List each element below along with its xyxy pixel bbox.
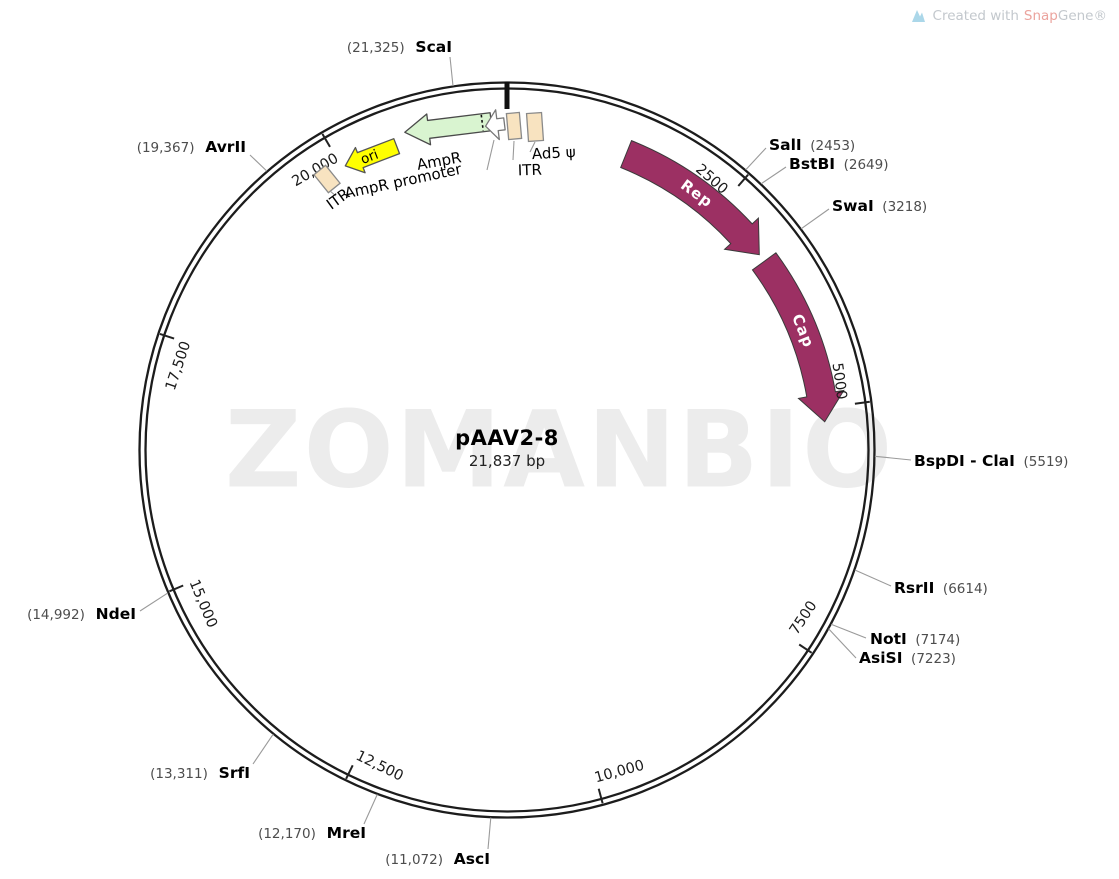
enzyme-label-MreI: (12,170) MreI [258, 824, 366, 842]
snapgene-logo-icon [911, 9, 926, 24]
feature-itr-left [313, 164, 341, 194]
enzyme-pos: (19,367) [137, 140, 195, 156]
ori-label: ori [359, 147, 381, 168]
feature-ampr [404, 112, 493, 146]
enzyme-name: BstBI [789, 155, 835, 173]
enzyme-leader-NotI [830, 623, 867, 639]
enzyme-leader-SwaI [800, 208, 830, 230]
enzyme-name: SalI [769, 136, 802, 154]
enzyme-pos: (3218) [874, 199, 927, 215]
feature-leader-2 [529, 141, 536, 153]
itr-top-label: ITR [518, 161, 543, 180]
tick-17500 [159, 332, 175, 340]
tick-2500 [737, 174, 749, 187]
enzyme-label-AsiSI: AsiSI (7223) [859, 649, 956, 667]
enzyme-name: SrfI [208, 764, 250, 782]
enzyme-name: AvrII [194, 138, 246, 156]
enzyme-leader-AvrII [249, 154, 268, 172]
feature-ampr-promoter [484, 109, 506, 141]
feature-arc-rep [620, 139, 760, 256]
tick-label-7500: 7500 [787, 598, 821, 638]
enzyme-leader-AscI [487, 817, 492, 850]
tick-label-17500: 17,500 [163, 339, 194, 392]
enzyme-pos: (7174) [907, 632, 960, 648]
enzyme-leader-SrfI [252, 733, 274, 765]
tick-15000 [169, 584, 184, 593]
enzyme-name: RsrII [894, 579, 934, 597]
enzyme-name: AsiSI [859, 649, 902, 667]
tick-20000 [321, 133, 331, 148]
tick-12500 [345, 764, 354, 780]
enzyme-leader-BspDI-ClaI [874, 455, 912, 461]
enzyme-name: ScaI [405, 38, 452, 56]
feature-leader-3 [329, 190, 337, 197]
plasmid-title-block: pAAV2-8 21,837 bp [257, 426, 757, 470]
enzyme-label-BstBI: BstBI (2649) [789, 155, 889, 173]
plasmid-size: 21,837 bp [468, 452, 546, 470]
enzyme-pos: (5519) [1015, 454, 1068, 470]
feature-shape-ampr [404, 112, 493, 146]
credit-brand-gene: Gene® [1057, 8, 1107, 24]
enzyme-label-AvrII: (19,367) AvrII [137, 138, 246, 156]
tick-label-10000: 10,000 [593, 758, 646, 787]
enzyme-pos: (7223) [902, 651, 955, 667]
enzyme-label-ScaI: (21,325) ScaI [347, 38, 452, 56]
enzyme-pos: (13,311) [150, 766, 208, 782]
enzyme-pos: (21,325) [347, 40, 405, 56]
tick-5000 [854, 400, 870, 405]
tick-label-15000: 15,000 [186, 577, 220, 630]
enzyme-pos: (6614) [934, 581, 987, 597]
enzyme-label-SalI: SalI (2453) [769, 136, 855, 154]
enzyme-label-SrfI: (13,311) SrfI [150, 764, 250, 782]
enzyme-leader-BstBI [760, 166, 787, 185]
enzyme-pos: (11,072) [385, 852, 443, 868]
feature-leader-0 [486, 139, 495, 171]
feature-arc-cap [751, 252, 845, 423]
enzyme-name: SwaI [832, 197, 874, 215]
feature-shape-ori [344, 138, 401, 174]
enzyme-label-AscI: (11,072) AscI [385, 850, 490, 868]
plasmid-name: pAAV2-8 [455, 426, 559, 450]
enzyme-leader-ScaI [449, 56, 454, 87]
feature-ad5-psi [525, 111, 545, 143]
enzyme-name: NotI [870, 630, 907, 648]
enzyme-pos: (12,170) [258, 826, 316, 842]
tick-7500 [798, 643, 813, 654]
enzyme-pos: (2649) [835, 157, 888, 173]
enzyme-label-NotI: NotI (7174) [870, 630, 960, 648]
tick-label-5000: 5000 [829, 362, 850, 401]
credit-brand-snap: Snap [1023, 8, 1058, 24]
feature-leader-1 [512, 140, 515, 161]
enzyme-label-SwaI: SwaI (3218) [832, 197, 927, 215]
enzyme-label-BspDI-ClaI: BspDI - ClaI (5519) [914, 452, 1068, 470]
enzyme-pos: (14,992) [27, 607, 85, 623]
tick-10000 [597, 788, 604, 804]
credit-text: Created with [932, 8, 1019, 24]
ad5-psi-label: Ad5 ψ [531, 143, 576, 163]
tick-label-12500: 12,500 [353, 748, 406, 785]
enzyme-leader-MreI [363, 794, 378, 825]
enzyme-leader-SalI [745, 147, 767, 171]
enzyme-name: MreI [316, 824, 366, 842]
enzyme-leader-RsrII [854, 569, 892, 587]
watermark-text: ZOMANBIO [224, 388, 895, 512]
enzyme-leader-NdeI [139, 592, 169, 612]
enzyme-leader-AsiSI [828, 628, 857, 659]
feature-itr-top [505, 111, 523, 141]
feature-ori [344, 138, 401, 174]
enzyme-name: BspDI - ClaI [914, 452, 1015, 470]
snapgene-credit: Created with Snap Gene® [911, 8, 1107, 24]
enzyme-pos: (2453) [802, 138, 855, 154]
enzyme-name: AscI [443, 850, 490, 868]
feature-shape-ampr-promoter [484, 109, 506, 141]
enzyme-name: NdeI [85, 605, 136, 623]
enzyme-label-RsrII: RsrII (6614) [894, 579, 988, 597]
enzyme-label-NdeI: (14,992) NdeI [27, 605, 136, 623]
